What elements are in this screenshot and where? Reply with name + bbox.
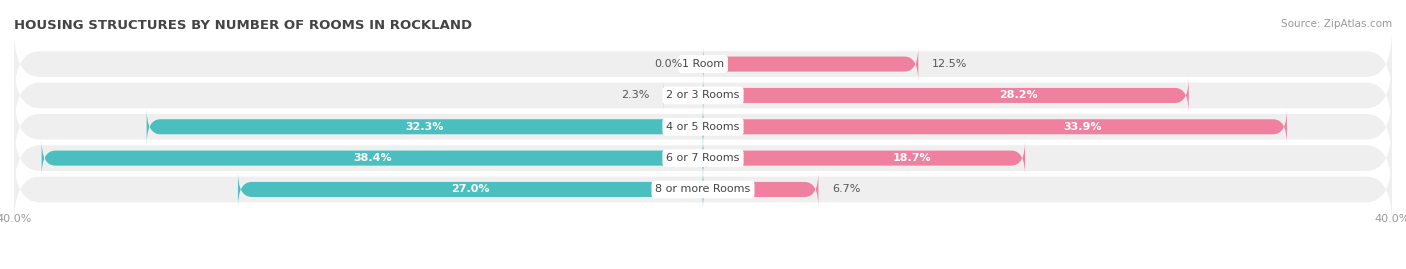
FancyBboxPatch shape	[14, 124, 1392, 192]
Text: 33.9%: 33.9%	[1063, 122, 1102, 132]
Text: 32.3%: 32.3%	[406, 122, 444, 132]
FancyBboxPatch shape	[14, 155, 1392, 224]
Text: 28.2%: 28.2%	[1000, 90, 1038, 100]
FancyBboxPatch shape	[238, 172, 703, 207]
FancyBboxPatch shape	[146, 109, 703, 144]
Text: 2 or 3 Rooms: 2 or 3 Rooms	[666, 90, 740, 100]
FancyBboxPatch shape	[703, 78, 1188, 113]
FancyBboxPatch shape	[664, 81, 703, 109]
FancyBboxPatch shape	[42, 141, 703, 176]
Legend: Owner-occupied, Renter-occupied: Owner-occupied, Renter-occupied	[579, 266, 827, 269]
Text: 4 or 5 Rooms: 4 or 5 Rooms	[666, 122, 740, 132]
FancyBboxPatch shape	[14, 30, 1392, 98]
Text: Source: ZipAtlas.com: Source: ZipAtlas.com	[1281, 19, 1392, 29]
FancyBboxPatch shape	[14, 93, 1392, 161]
Text: 6.7%: 6.7%	[832, 185, 860, 194]
Text: 27.0%: 27.0%	[451, 185, 489, 194]
FancyBboxPatch shape	[14, 61, 1392, 130]
Text: 38.4%: 38.4%	[353, 153, 392, 163]
Text: 1 Room: 1 Room	[682, 59, 724, 69]
Text: 2.3%: 2.3%	[621, 90, 650, 100]
Text: 12.5%: 12.5%	[932, 59, 967, 69]
Text: 6 or 7 Rooms: 6 or 7 Rooms	[666, 153, 740, 163]
Text: HOUSING STRUCTURES BY NUMBER OF ROOMS IN ROCKLAND: HOUSING STRUCTURES BY NUMBER OF ROOMS IN…	[14, 19, 472, 32]
FancyBboxPatch shape	[703, 141, 1025, 176]
Text: 18.7%: 18.7%	[893, 153, 932, 163]
Text: 8 or more Rooms: 8 or more Rooms	[655, 185, 751, 194]
FancyBboxPatch shape	[703, 172, 818, 207]
FancyBboxPatch shape	[703, 47, 918, 82]
Text: 0.0%: 0.0%	[654, 59, 682, 69]
FancyBboxPatch shape	[703, 109, 1286, 144]
